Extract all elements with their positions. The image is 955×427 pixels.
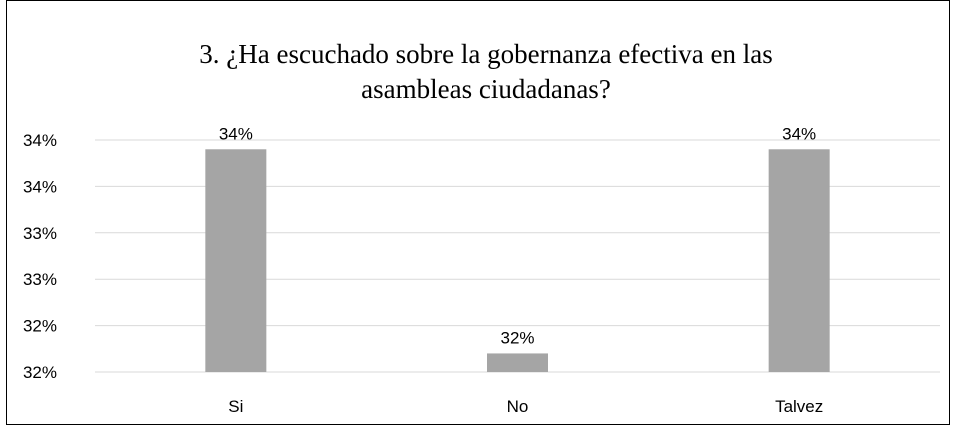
bar-si [205,149,267,372]
x-category-label: Si [228,397,243,416]
x-category-label: No [507,397,529,416]
y-tick-label: 34% [23,177,57,196]
data-label: 34% [782,124,816,143]
data-label: 32% [500,328,534,347]
y-tick-label: 32% [23,363,57,382]
x-category-label: Talvez [775,397,823,416]
y-tick-label: 32% [23,317,57,336]
y-tick-label: 34% [23,131,57,150]
chart-title-line-1: 3. ¿Ha escuchado sobre la gobernanza efe… [199,39,772,69]
chart-title-line-2: asambleas ciudadanas? [361,74,611,104]
bars: 34% 32% 34% [205,124,830,372]
bar-no [487,353,548,372]
y-tick-label: 33% [23,270,57,289]
bar-talvez [768,149,830,372]
x-axis: Si No Talvez [228,397,823,416]
y-tick-label: 33% [23,224,57,243]
y-axis: 32% 32% 33% 33% 34% 34% [23,131,57,382]
data-label: 34% [219,124,253,143]
